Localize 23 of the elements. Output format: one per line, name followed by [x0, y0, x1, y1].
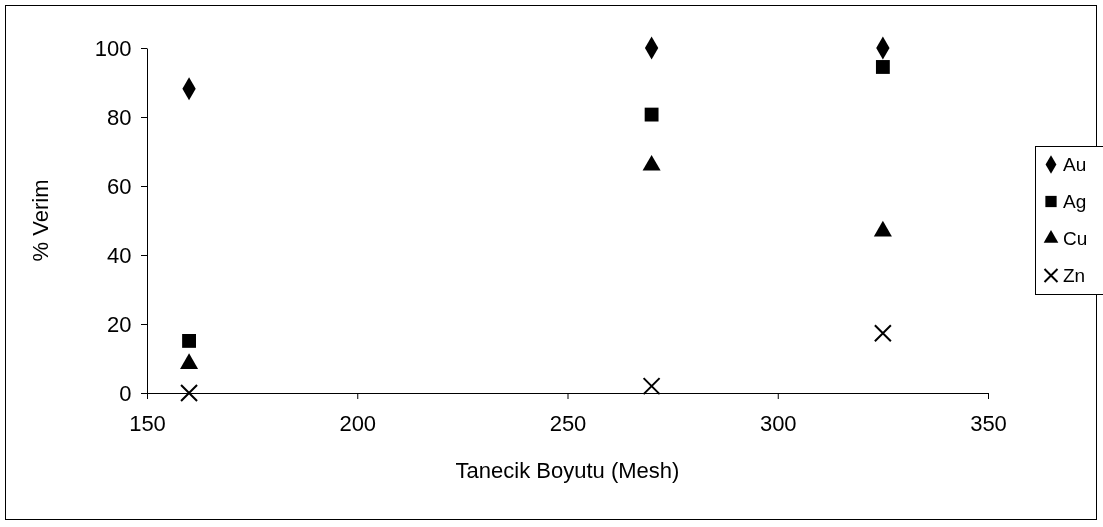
y-tick-label: 100 [94, 36, 132, 62]
y-tick-label: 20 [106, 312, 132, 338]
legend-label: Cu [1063, 228, 1088, 250]
x-tick-label: 200 [339, 410, 377, 436]
y-tick-label: 40 [106, 243, 132, 269]
y-tick-label: 0 [119, 381, 132, 407]
x-axis-title: Tanecik Boyutu (Mesh) [455, 458, 680, 483]
point [182, 333, 196, 348]
x-tick-label: 300 [759, 410, 797, 436]
x-tick-label: 250 [549, 410, 587, 436]
point [873, 324, 892, 343]
y-tick-label: 60 [106, 174, 132, 200]
legend-label: Zn [1063, 265, 1086, 287]
point [644, 107, 659, 122]
legend-label: Ag [1063, 191, 1087, 213]
point [875, 60, 890, 74]
point [180, 384, 199, 402]
x-tick-label: 150 [129, 410, 166, 436]
y-tick-label: 80 [106, 105, 132, 131]
x-tick-label: 350 [970, 410, 1007, 436]
point [642, 377, 661, 396]
y-axis-title: % Verim [28, 179, 53, 262]
legend-label: Au [1063, 154, 1087, 176]
